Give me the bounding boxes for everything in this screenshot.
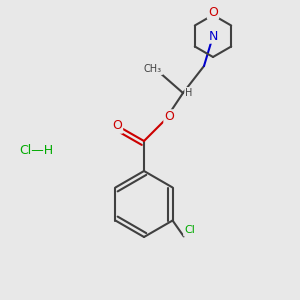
Text: O: O (208, 5, 218, 19)
Text: H: H (185, 88, 193, 98)
Text: N: N (208, 29, 218, 43)
Text: O: O (112, 119, 122, 133)
Text: Cl—H: Cl—H (19, 143, 53, 157)
Text: O: O (165, 110, 174, 124)
Text: Cl: Cl (184, 225, 195, 236)
Text: CH₃: CH₃ (144, 64, 162, 74)
